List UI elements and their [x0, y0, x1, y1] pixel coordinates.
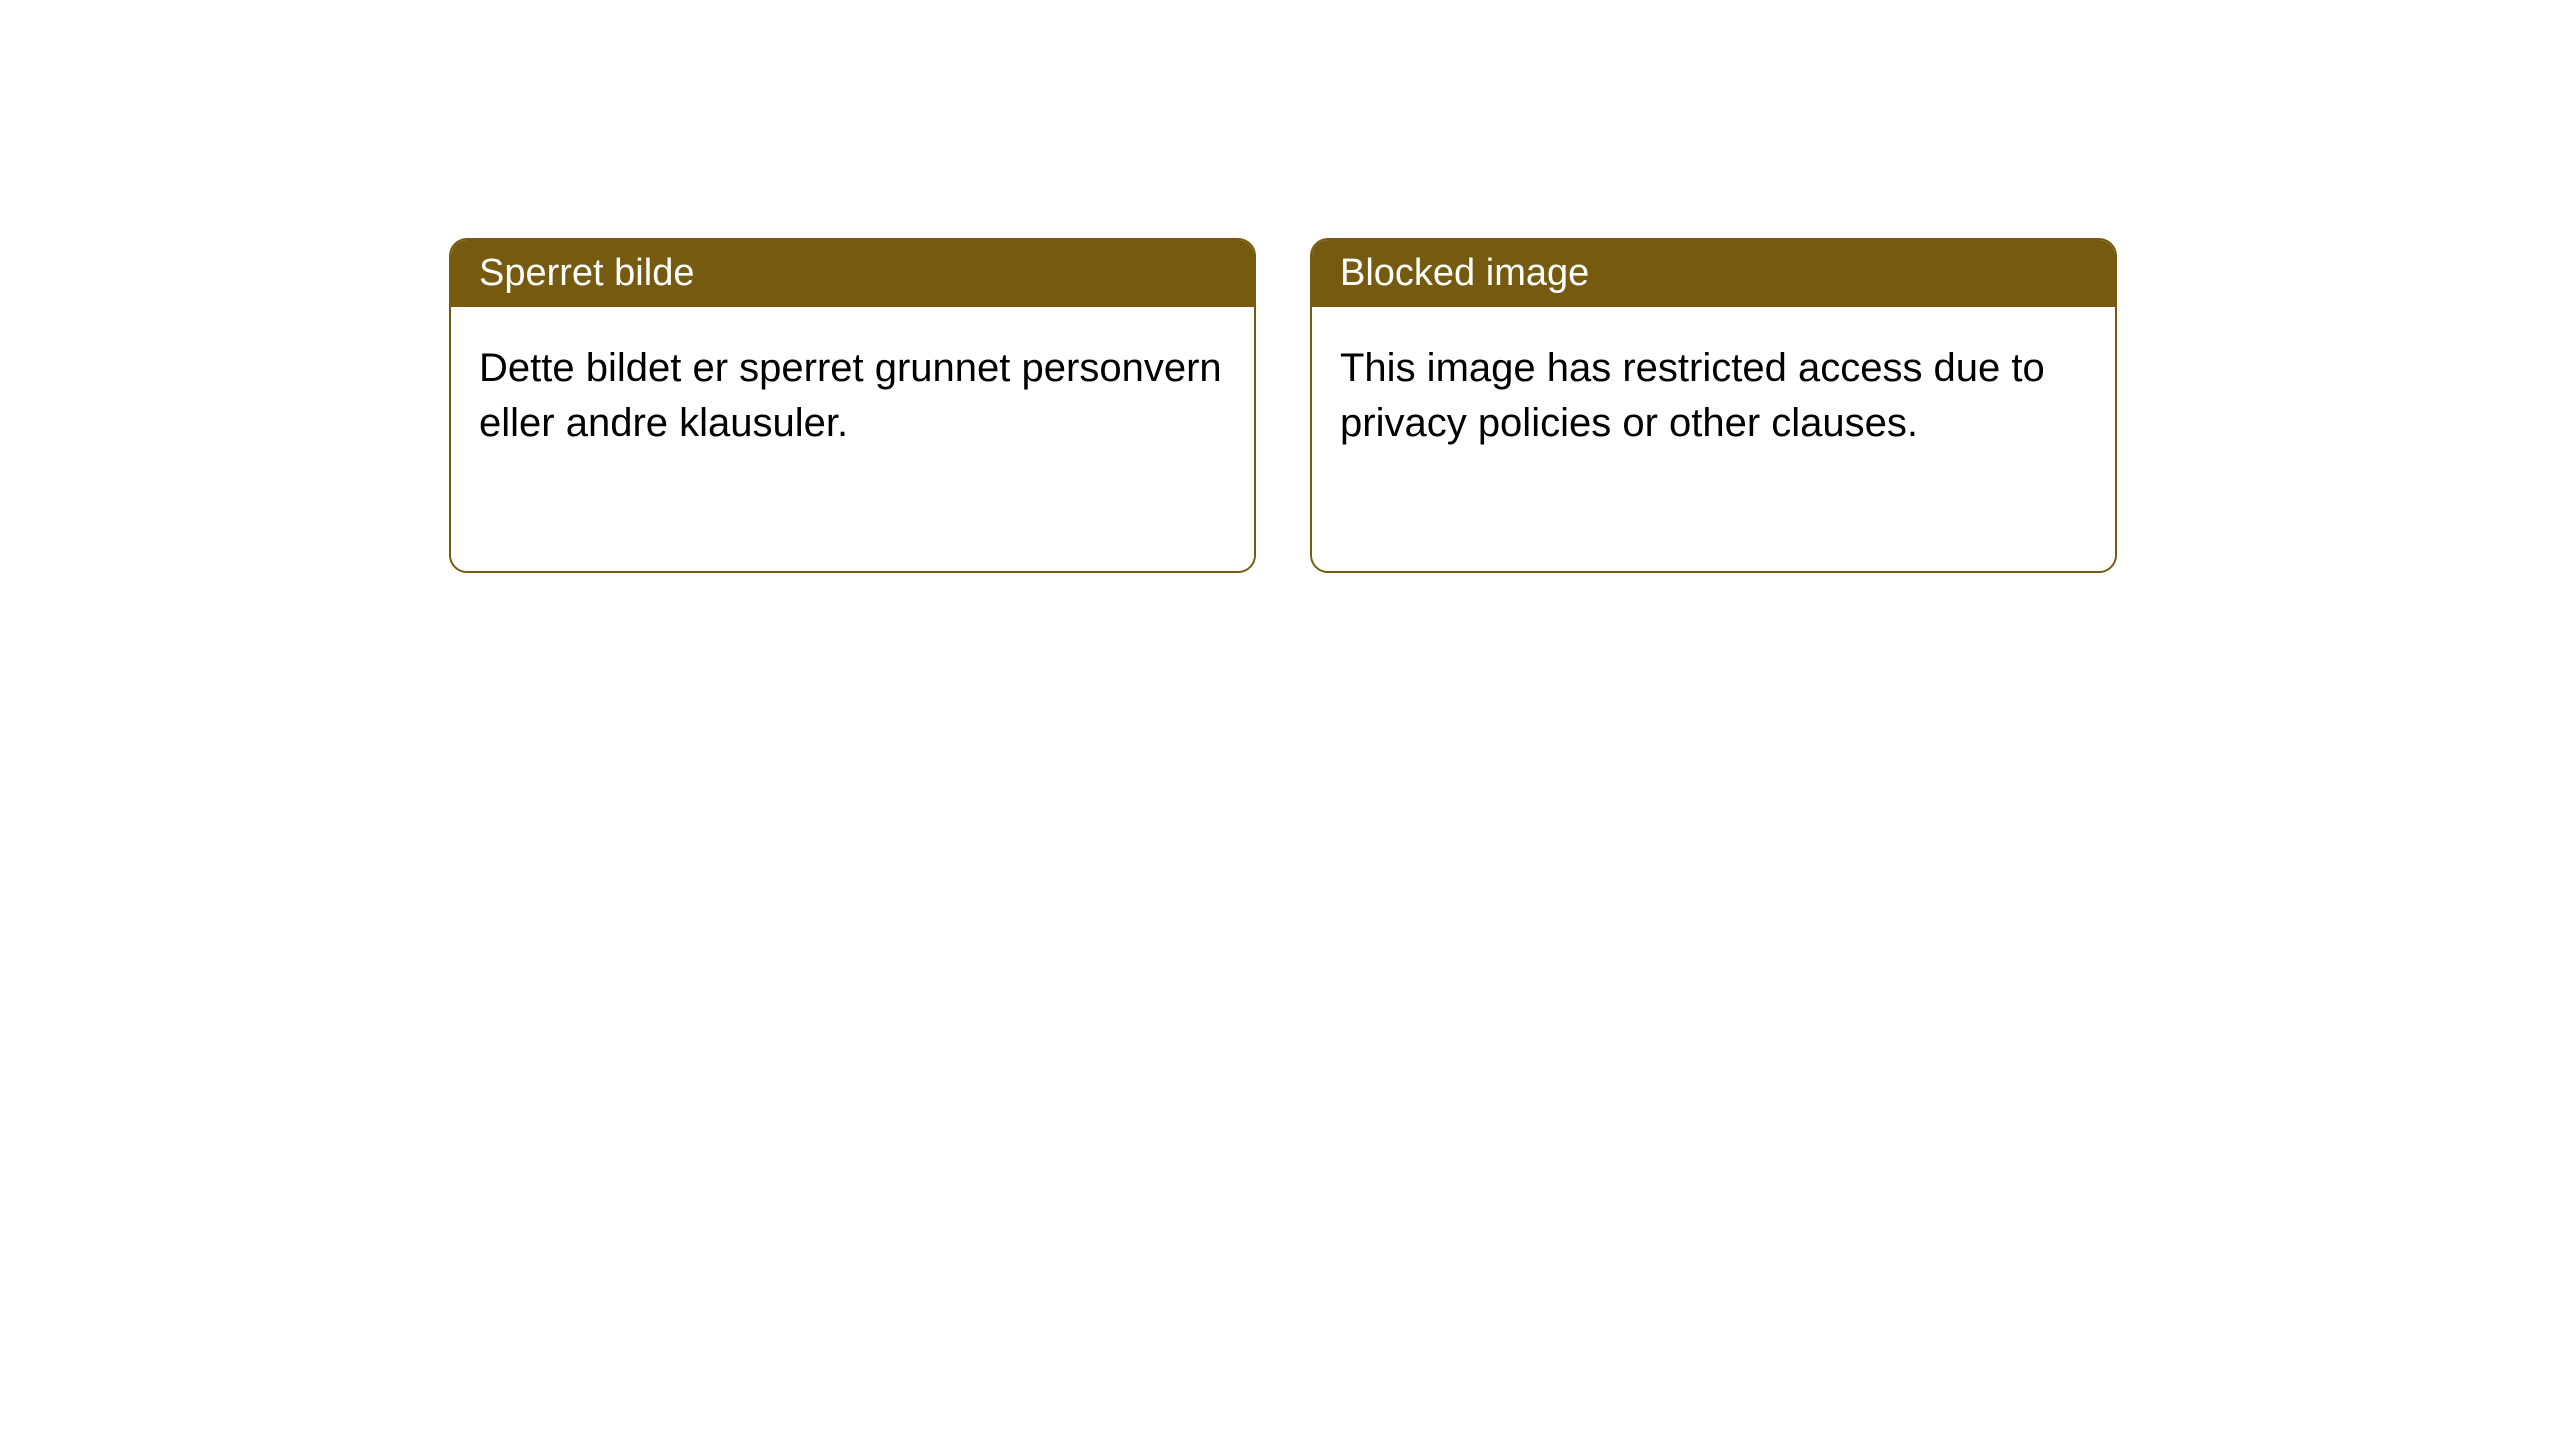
card-message: This image has restricted access due to … — [1340, 346, 2045, 445]
notice-card-english: Blocked image This image has restricted … — [1310, 238, 2117, 573]
notice-container: Sperret bilde Dette bildet er sperret gr… — [449, 238, 2117, 573]
card-header: Sperret bilde — [451, 240, 1254, 307]
card-message: Dette bildet er sperret grunnet personve… — [479, 346, 1222, 445]
card-title: Sperret bilde — [479, 252, 694, 294]
card-body: This image has restricted access due to … — [1312, 307, 2115, 571]
notice-card-norwegian: Sperret bilde Dette bildet er sperret gr… — [449, 238, 1256, 573]
card-header: Blocked image — [1312, 240, 2115, 307]
card-title: Blocked image — [1340, 252, 1589, 294]
card-body: Dette bildet er sperret grunnet personve… — [451, 307, 1254, 571]
